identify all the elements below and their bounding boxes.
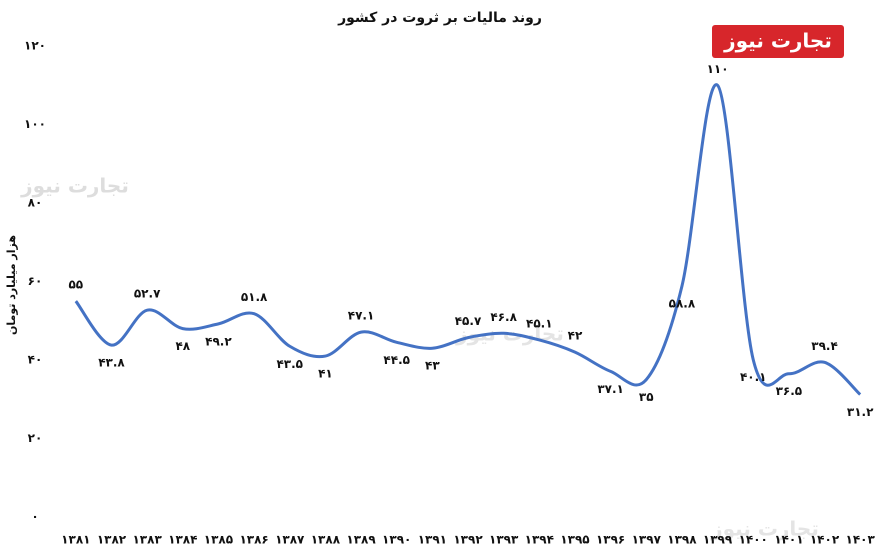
data-label: ۴۲ [568,329,583,343]
data-label: ۱۱۰ [707,62,729,76]
x-tick-label: ۱۳۹۲ [453,533,483,547]
x-tick-label: ۱۳۸۵ [204,533,233,547]
x-tick-label: ۱۳۹۹ [703,533,733,547]
data-label: ۴۰.۱ [740,370,767,384]
x-tick-label: ۱۳۹۱ [418,533,447,547]
y-tick-label: ۰ [31,510,38,524]
x-tick-label: ۱۳۹۳ [489,533,519,547]
x-tick-label: ۱۳۹۸ [667,533,697,547]
x-tick-label: ۱۴۰۱ [774,533,803,547]
y-tick-label: ۸۰ [28,196,43,210]
x-tick-label: ۱۴۰۰ [739,533,768,547]
data-label: ۴۹.۲ [205,334,232,348]
line [74,83,862,396]
y-tick-label: ۱۲۰ [24,39,46,53]
chart-title: روند مالیات بر ثروت در کشور [337,10,542,26]
logo-box [712,25,844,58]
y-tick-label: ۴۰ [28,353,43,367]
x-tick-label: ۱۳۸۲ [97,533,127,547]
data-label: ۵۵ [68,278,83,292]
x-tick-label: ۱۳۹۶ [596,533,625,547]
y-axis-title: هزار میلیارد تومان [5,235,18,335]
x-tick-label: ۱۳۹۰ [382,533,411,547]
data-label: ۴۸ [175,339,190,353]
data-label: ۳۶.۵ [776,384,803,398]
watermark: تجارت نیوز [20,174,129,198]
data-label: ۵۲.۷ [134,287,161,301]
data-label: ۳۵ [639,390,654,404]
data-label: ۵۱.۸ [241,290,268,304]
x-tick-label: ۱۳۹۵ [560,533,589,547]
x-tick-label: ۱۳۸۷ [275,533,305,547]
x-tick-label: ۱۳۸۶ [239,533,268,547]
data-label: ۴۳.۵ [276,357,303,371]
x-tick-label: ۱۳۸۹ [346,533,376,547]
x-tick-label: ۱۳۹۷ [632,533,662,547]
x-tick-label: ۱۳۸۱ [61,533,90,547]
data-label: ۴۵.۱ [526,316,553,330]
x-tick-label: ۱۳۹۴ [525,533,554,547]
data-label: ۴۵.۷ [455,314,482,328]
logo: تجارت نیوز [723,29,832,53]
data-label: ۵۸.۸ [669,297,696,311]
watermark: تجارت نیوز [710,517,819,541]
x-tick-label: ۱۳۸۴ [168,533,197,547]
data-label: ۴۱ [318,367,333,381]
y-tick-label: ۶۰ [28,274,43,288]
y-tick-label: ۱۰۰ [24,117,46,131]
y-tick-label: ۲۰ [28,431,43,445]
x-tick-label: ۱۳۸۳ [132,533,162,547]
data-label: ۴۳ [425,359,440,373]
x-tick-label: ۱۳۸۸ [311,533,341,547]
data-label: ۳۹.۴ [811,339,838,353]
data-label: ۴۳.۸ [98,356,125,370]
data-label: ۳۱.۲ [847,405,874,419]
x-tick-label: ۱۴۰۲ [810,533,840,547]
data-label: ۴۴.۵ [383,353,410,367]
data-label: ۳۷.۱ [597,382,624,396]
x-tick-label: ۱۴۰۳ [846,533,876,547]
data-label: ۴۷.۱ [348,309,375,323]
data-label: ۴۶.۸ [490,310,517,324]
